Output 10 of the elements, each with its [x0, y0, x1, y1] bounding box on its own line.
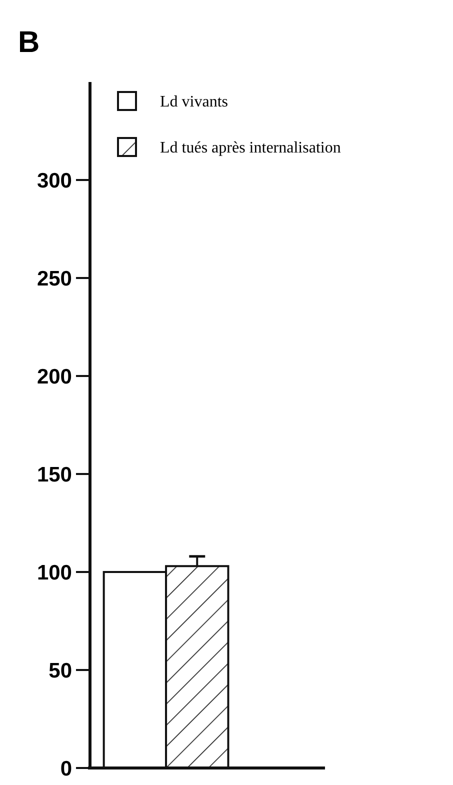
legend-label: Ld vivants [160, 94, 228, 111]
y-tick-label: 150 [36, 463, 72, 486]
y-tick-label: 200 [36, 365, 72, 388]
y-tick-label: 300 [36, 169, 72, 192]
y-tick-label: 250 [36, 267, 72, 290]
legend-label: Ld tués après internalisation [160, 140, 341, 157]
y-tick-label: 100 [36, 561, 72, 584]
chart-title: B [18, 26, 40, 59]
y-tick-label: 0 [60, 757, 72, 780]
y-tick-label: 50 [48, 659, 72, 682]
